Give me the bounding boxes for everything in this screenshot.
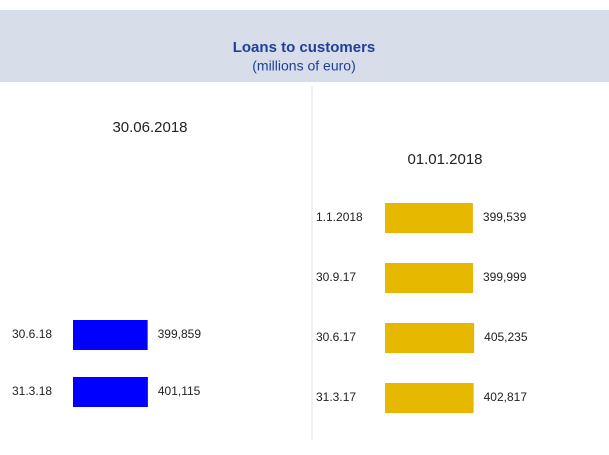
bar <box>385 383 474 413</box>
value-label: 401,115 <box>158 384 201 398</box>
value-label: 402,817 <box>484 390 528 404</box>
value-label: 399,539 <box>483 210 527 224</box>
chart-title: 01.01.2018 <box>407 151 482 168</box>
bar <box>385 263 473 293</box>
value-label: 405,235 <box>484 330 528 344</box>
bar <box>385 203 473 233</box>
category-label: 31.3.17 <box>316 390 356 404</box>
bar <box>73 320 148 350</box>
value-label: 399,999 <box>483 270 527 284</box>
value-label: 399,859 <box>158 327 202 341</box>
header-band <box>0 10 609 82</box>
category-label: 30.9.17 <box>316 270 356 284</box>
bar <box>73 377 148 407</box>
category-label: 31.3.18 <box>12 384 52 398</box>
category-label: 30.6.18 <box>12 327 52 341</box>
bar <box>385 323 475 353</box>
header-title: Loans to customers <box>233 39 376 56</box>
category-label: 1.1.2018 <box>316 210 363 224</box>
category-label: 30.6.17 <box>316 330 356 344</box>
chart-title: 30.06.2018 <box>112 119 187 136</box>
header-subtitle: (millions of euro) <box>252 58 355 74</box>
